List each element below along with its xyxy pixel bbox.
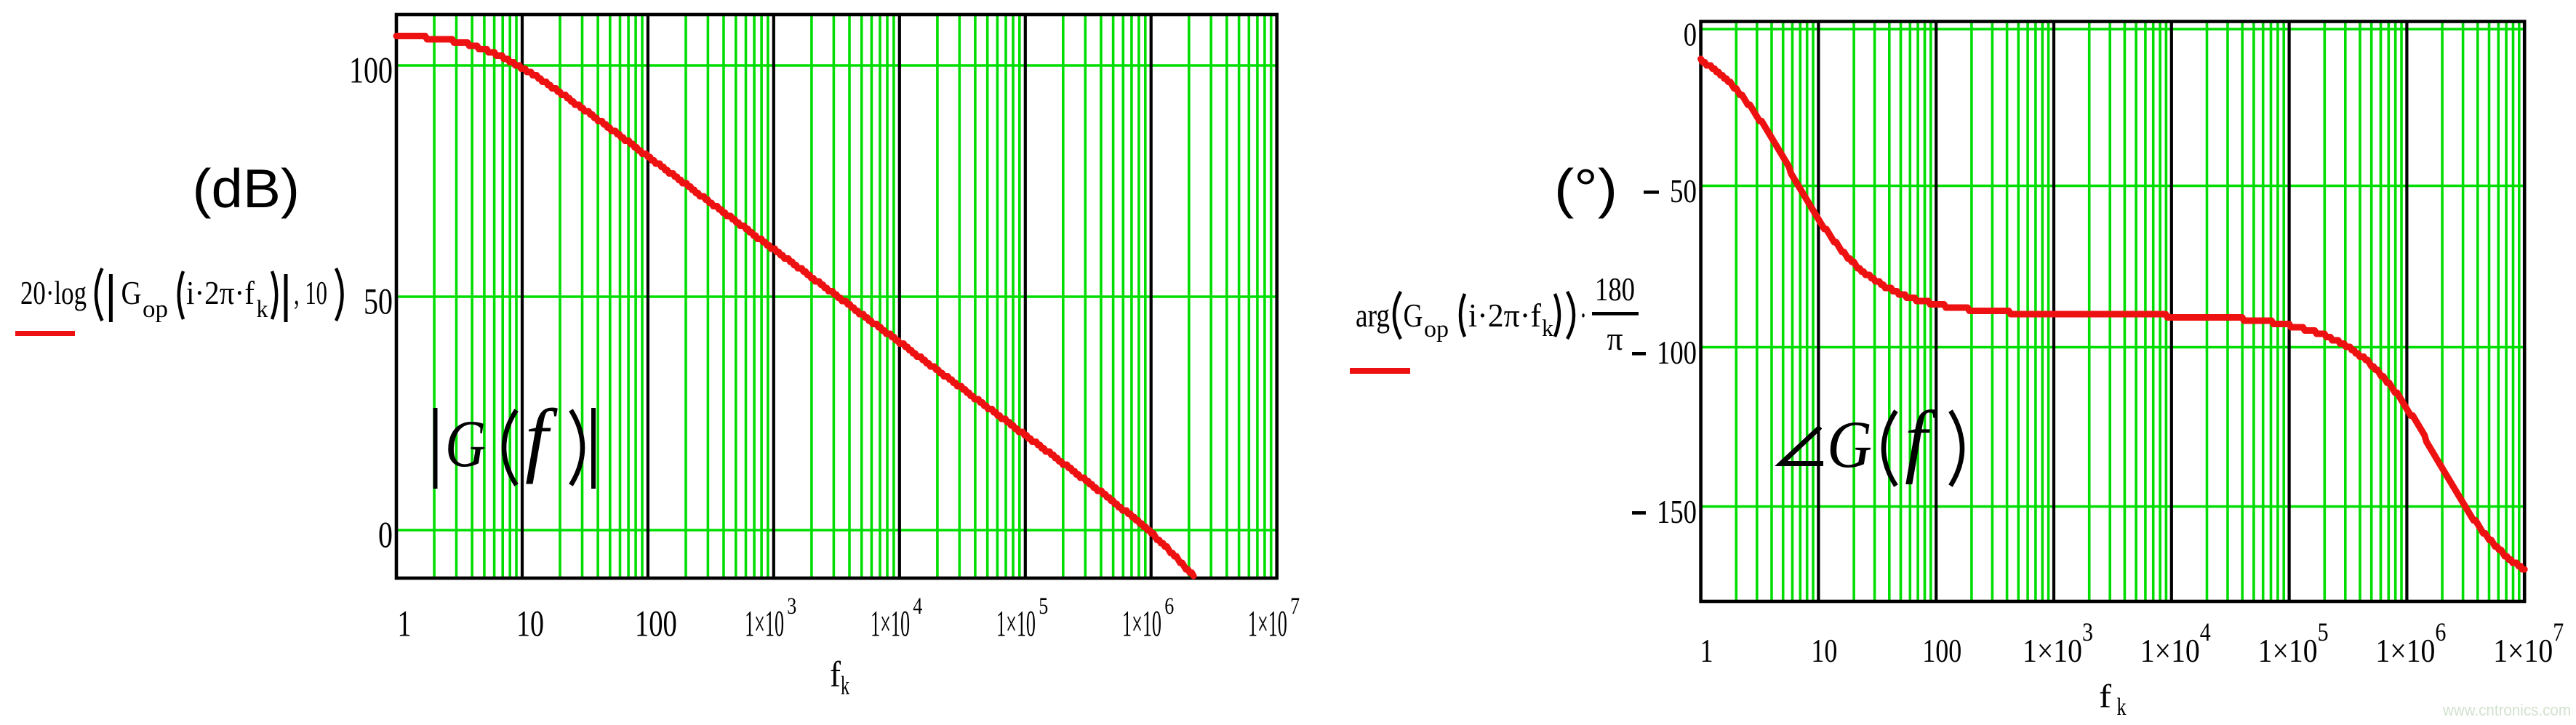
svg-text:k: k (2117, 694, 2127, 721)
svg-text:k: k (257, 296, 268, 323)
svg-text:1: 1 (1700, 632, 1713, 669)
svg-text:10: 10 (516, 604, 544, 645)
svg-text:0: 0 (378, 516, 393, 556)
svg-text:4: 4 (2200, 617, 2211, 646)
svg-text:20·log: 20·log (20, 274, 87, 311)
svg-text:5: 5 (2318, 617, 2329, 646)
svg-text:10: 10 (1811, 632, 1837, 669)
svg-text:i·2π·f: i·2π·f (186, 274, 255, 311)
svg-text:7: 7 (1290, 593, 1300, 620)
svg-text:100: 100 (635, 604, 677, 645)
svg-text:www.cntronics.com: www.cntronics.com (2442, 701, 2571, 719)
svg-text:1×10: 1×10 (1122, 604, 1161, 645)
svg-text:G: G (121, 274, 142, 311)
svg-text:arg: arg (1356, 297, 1390, 334)
svg-text:1×10: 1×10 (745, 604, 784, 645)
svg-text:50: 50 (1670, 173, 1697, 209)
svg-text:5: 5 (1039, 593, 1048, 620)
svg-text:0: 0 (1684, 17, 1697, 53)
svg-text:, 10: , 10 (294, 274, 327, 311)
svg-text:1×10: 1×10 (996, 604, 1036, 645)
svg-text:7: 7 (2553, 617, 2564, 646)
svg-text:k: k (841, 671, 849, 700)
svg-text:(°): (°) (1554, 158, 1617, 219)
svg-text:f: f (1905, 395, 1937, 485)
svg-text:i·2π·f: i·2π·f (1468, 297, 1541, 334)
svg-text:1×10: 1×10 (2493, 632, 2553, 669)
svg-text:100: 100 (1657, 335, 1697, 371)
svg-text:G: G (1404, 297, 1423, 334)
svg-text:100: 100 (1922, 632, 1961, 669)
svg-text:op: op (143, 296, 168, 323)
svg-text:π: π (1607, 321, 1623, 357)
svg-text:180: 180 (1595, 271, 1635, 308)
svg-text:1: 1 (398, 604, 412, 645)
svg-text:1×10: 1×10 (1248, 604, 1287, 645)
svg-text:1×10: 1×10 (2258, 632, 2318, 669)
svg-text:k: k (1542, 316, 1553, 342)
svg-text:3: 3 (787, 593, 796, 620)
svg-text:G: G (1827, 407, 1872, 481)
svg-text:·: · (1580, 297, 1587, 334)
svg-text:6: 6 (2435, 617, 2446, 646)
svg-text:G: G (445, 406, 486, 481)
svg-text:6: 6 (1164, 593, 1174, 620)
svg-text:f: f (2099, 678, 2112, 715)
svg-text:50: 50 (364, 282, 393, 323)
svg-text:150: 150 (1657, 494, 1697, 530)
svg-text:op: op (1424, 316, 1449, 343)
svg-text:f: f (830, 654, 841, 694)
svg-text:1×10: 1×10 (2023, 632, 2082, 669)
svg-text:4: 4 (913, 593, 922, 620)
svg-text:(dB): (dB) (193, 158, 300, 219)
svg-text:f: f (525, 392, 558, 484)
svg-text:3: 3 (2082, 617, 2093, 646)
svg-text:1×10: 1×10 (2140, 632, 2200, 669)
svg-text:1×10: 1×10 (2375, 632, 2435, 669)
svg-text:1×10: 1×10 (871, 604, 910, 645)
svg-text:100: 100 (349, 51, 393, 92)
